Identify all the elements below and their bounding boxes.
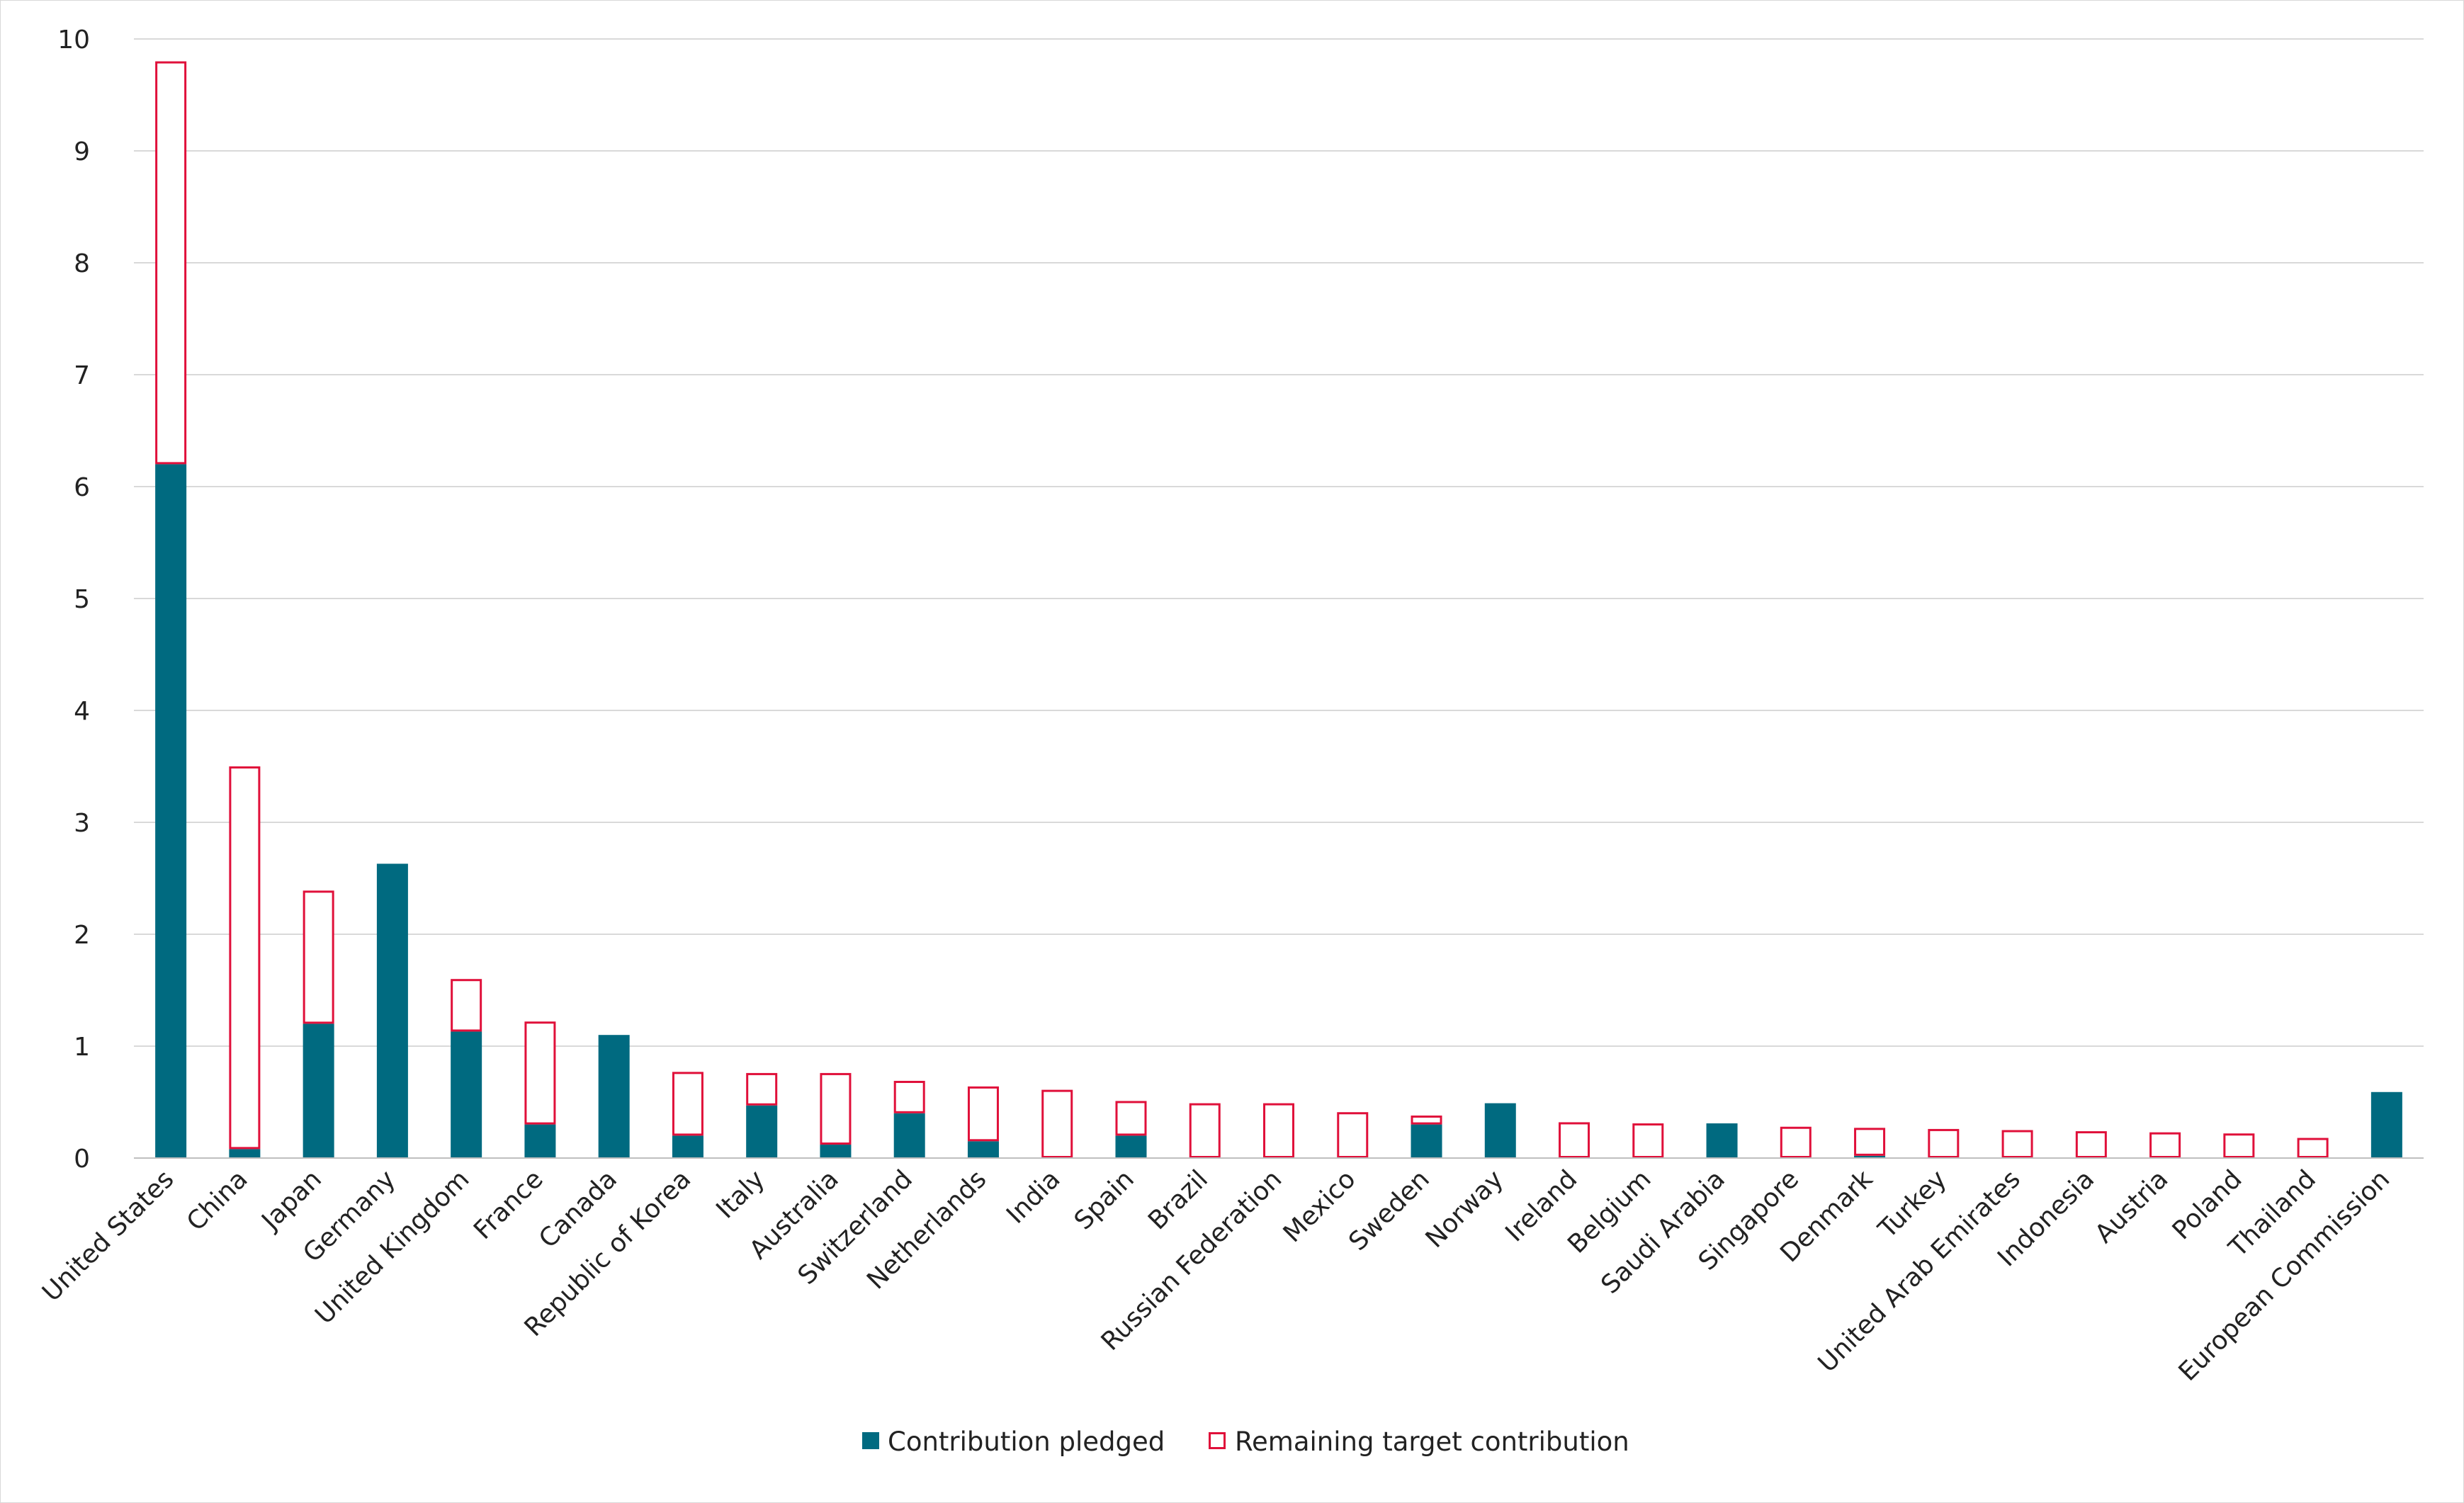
bar-remaining-29 [2297, 1138, 2329, 1159]
bar-remaining-27 [2149, 1132, 2181, 1159]
bar-pledged-4 [451, 1031, 482, 1158]
x-tick-label: India [1001, 1164, 1066, 1229]
x-tick-label: Norway [1420, 1164, 1510, 1254]
bar-remaining-19 [1559, 1122, 1590, 1158]
y-tick-label: 9 [74, 137, 90, 166]
x-tick-label: Austria [2090, 1164, 2174, 1249]
bar-remaining-9 [820, 1072, 852, 1145]
legend: Contribution pledged Remaining target con… [862, 1427, 1629, 1457]
bar-remaining-26 [2075, 1131, 2107, 1158]
x-tick-label: Brazil [1143, 1164, 1214, 1235]
bar-pledged-30 [2370, 1091, 2402, 1158]
y-tick-label: 4 [74, 697, 90, 726]
bar-pledged-1 [229, 1149, 261, 1158]
bar-remaining-28 [2223, 1133, 2255, 1158]
bar-remaining-15 [1263, 1103, 1294, 1158]
bar-remaining-8 [746, 1072, 778, 1106]
bar-pledged-10 [893, 1113, 925, 1158]
bar-remaining-23 [1854, 1128, 1886, 1156]
bar-pledged-2 [303, 1023, 334, 1158]
bar-remaining-24 [1928, 1128, 1960, 1159]
y-tick-label: 7 [74, 361, 90, 390]
bar-remaining-17 [1411, 1115, 1442, 1125]
bar-remaining-0 [155, 61, 187, 465]
bar-pledged-18 [1484, 1103, 1516, 1158]
legend-label-pledged: Contribution pledged [888, 1427, 1165, 1457]
y-tick-label: 10 [57, 25, 90, 55]
x-tick-label: China [181, 1164, 254, 1237]
bars [155, 61, 2402, 1159]
bar-remaining-14 [1189, 1103, 1221, 1158]
bar-remaining-13 [1115, 1101, 1147, 1136]
y-tick-label: 1 [74, 1033, 90, 1062]
bar-remaining-10 [893, 1080, 925, 1113]
bar-pledged-5 [524, 1124, 556, 1158]
bar-pledged-3 [376, 863, 408, 1158]
bar-remaining-7 [672, 1072, 703, 1136]
bar-remaining-20 [1632, 1123, 1664, 1159]
bar-pledged-13 [1115, 1135, 1147, 1158]
bar-remaining-16 [1337, 1112, 1369, 1158]
bar-pledged-21 [1706, 1123, 1738, 1158]
bar-remaining-22 [1780, 1126, 1812, 1159]
y-tick-label: 8 [74, 249, 90, 278]
legend-swatch-pledged [862, 1432, 879, 1449]
bar-remaining-2 [303, 890, 334, 1024]
x-tick-label: Italy [711, 1164, 770, 1224]
x-tick-label: Sweden [1343, 1164, 1435, 1257]
bar-pledged-11 [967, 1141, 999, 1158]
bar-pledged-9 [820, 1145, 852, 1158]
bar-remaining-1 [229, 766, 261, 1150]
bar-remaining-11 [967, 1086, 999, 1142]
legend-swatch-remaining [1209, 1432, 1226, 1449]
bar-pledged-17 [1411, 1124, 1442, 1158]
bar-pledged-8 [746, 1105, 778, 1158]
gridlines [134, 38, 2424, 1047]
bar-pledged-6 [598, 1035, 630, 1158]
bar-pledged-0 [155, 464, 187, 1158]
x-tick-label: Spain [1069, 1164, 1140, 1235]
bar-pledged-23 [1854, 1155, 1886, 1158]
x-tick-label: Japan [256, 1164, 327, 1236]
y-tick-label: 0 [74, 1145, 90, 1174]
bar-remaining-5 [524, 1021, 556, 1125]
bar-remaining-25 [2001, 1130, 2033, 1158]
bar-pledged-7 [672, 1135, 703, 1158]
y-tick-label: 2 [74, 921, 90, 950]
y-tick-label: 6 [74, 473, 90, 502]
legend-label-remaining: Remaining target contribution [1235, 1427, 1629, 1457]
bar-remaining-12 [1041, 1089, 1073, 1158]
bar-remaining-4 [451, 979, 482, 1032]
x-tick-label: United States [37, 1164, 179, 1307]
y-tick-label: 5 [74, 585, 90, 614]
y-tick-label: 3 [74, 809, 90, 838]
